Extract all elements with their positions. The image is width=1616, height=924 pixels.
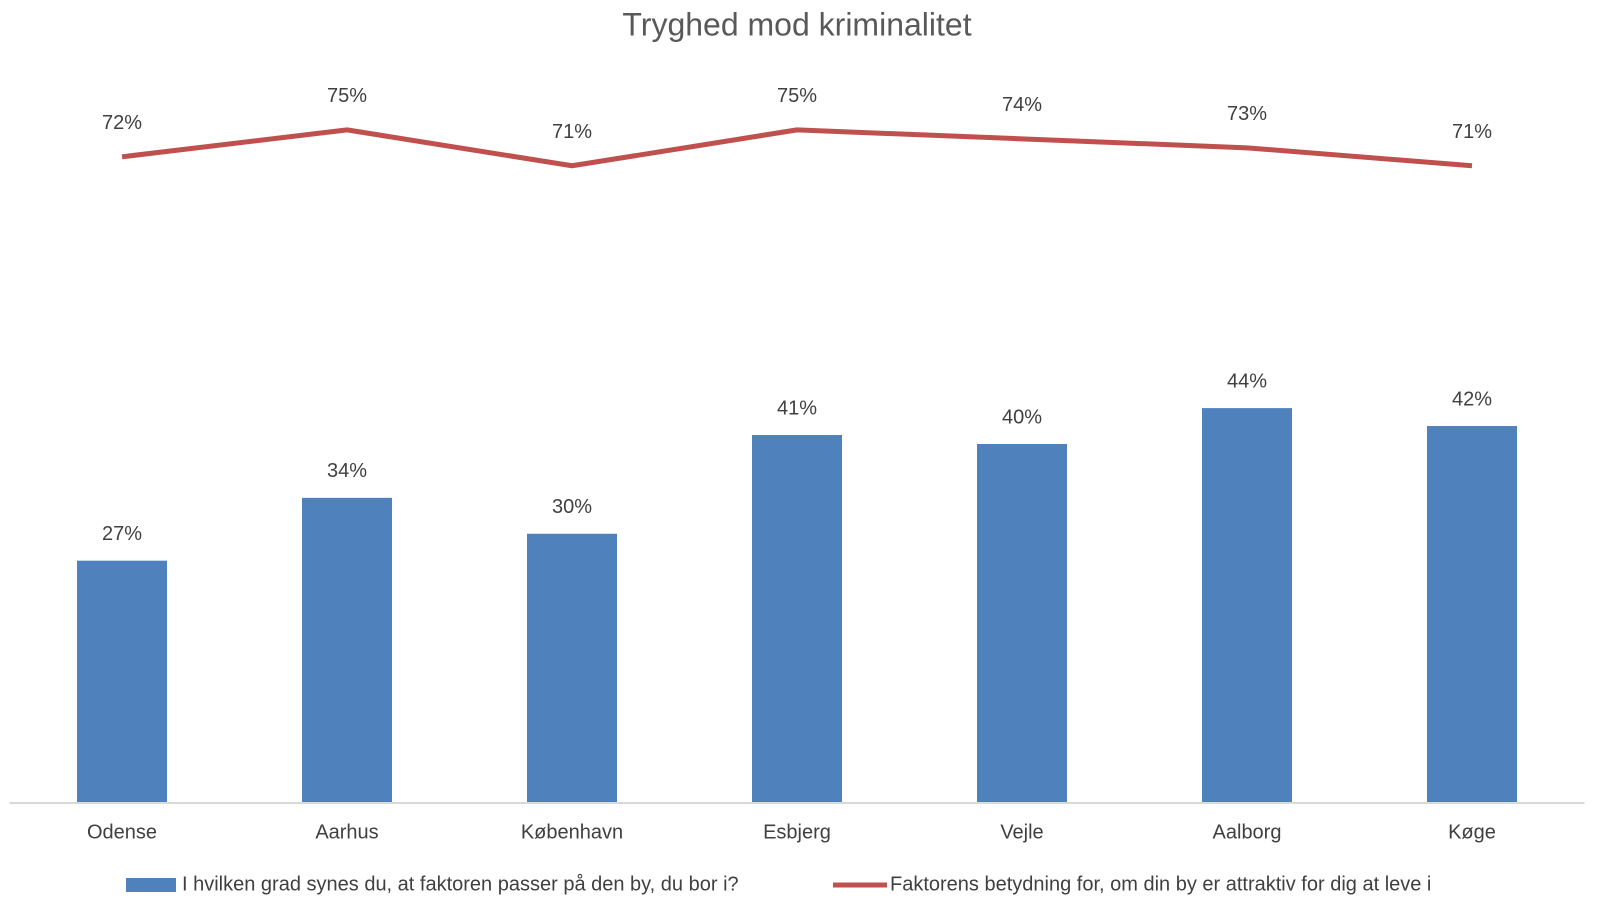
bar — [1427, 426, 1517, 803]
x-tick-label: Aarhus — [315, 821, 378, 843]
x-tick-label: København — [521, 821, 623, 843]
data-label: 73% — [1227, 103, 1267, 125]
data-label: 75% — [777, 85, 817, 107]
data-label: 34% — [327, 460, 367, 482]
data-label: 71% — [1452, 121, 1492, 143]
data-label: 41% — [777, 397, 817, 419]
bar — [527, 533, 617, 803]
x-tick-label: Odense — [87, 821, 157, 843]
line — [121, 127, 1473, 169]
data-label: 30% — [552, 496, 592, 518]
x-tick-label: Køge — [1448, 821, 1496, 843]
data-label: 40% — [1002, 406, 1042, 428]
data-label: 75% — [327, 85, 367, 107]
chart-title: Tryghed mod kriminalitet — [622, 6, 971, 42]
bar — [77, 560, 167, 803]
x-tick-label: Aalborg — [1213, 821, 1282, 843]
data-label: 72% — [102, 112, 142, 134]
bar — [752, 435, 842, 803]
bar — [1202, 408, 1292, 803]
data-label: 42% — [1452, 388, 1492, 410]
legend-swatch — [126, 878, 176, 892]
bar — [977, 444, 1067, 803]
data-label: 44% — [1227, 370, 1267, 392]
data-label: 27% — [102, 523, 142, 545]
legend-label: Faktorens betydning for, om din by er at… — [890, 873, 1431, 895]
x-tick-label: Vejle — [1000, 821, 1043, 843]
bar — [302, 497, 392, 803]
x-tick-label: Esbjerg — [763, 821, 831, 843]
data-label: 74% — [1002, 94, 1042, 116]
data-label: 71% — [552, 121, 592, 143]
legend-label: I hvilken grad synes du, at faktoren pas… — [182, 873, 739, 895]
